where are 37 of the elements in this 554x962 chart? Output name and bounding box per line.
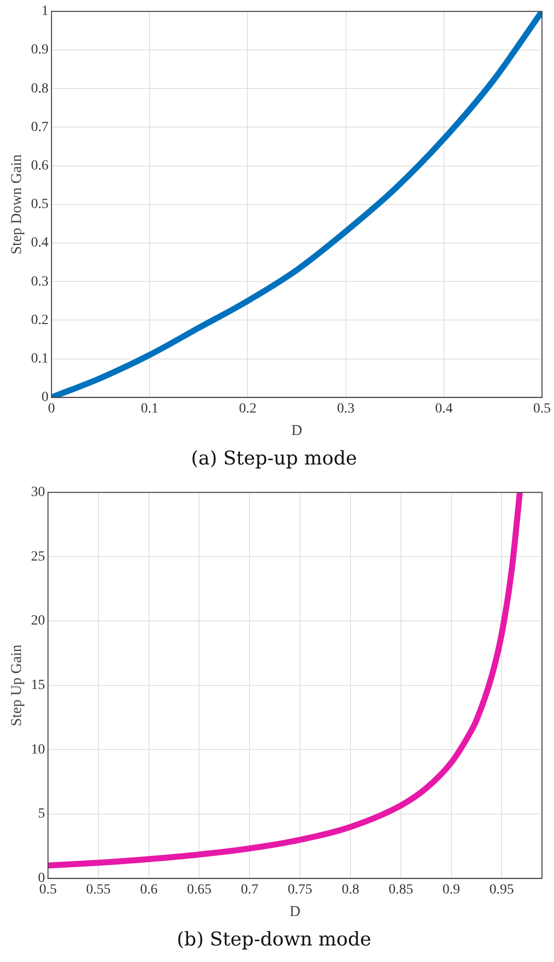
y-tick-label: 0.3 [31, 274, 48, 290]
y-axis-title: Step Up Gain [8, 644, 25, 726]
x-tick-label: 0.2 [238, 401, 256, 416]
y-tick-label: 0.5 [31, 197, 48, 212]
y-tick-label: 0.9 [31, 42, 48, 58]
y-tick-label: 0.4 [31, 236, 48, 251]
x-tick-label: 0.4 [435, 401, 453, 416]
x-tick-label: 0.75 [288, 882, 312, 898]
y-tick-label: 0.2 [31, 312, 48, 328]
y-tick-label: 0.1 [31, 351, 48, 366]
x-tick-label: 0.1 [140, 401, 158, 416]
x-tick-label: 0.3 [337, 401, 355, 416]
x-tick-label: 0.7 [240, 882, 258, 898]
x-tick-label: 0.9 [442, 882, 460, 898]
y-tick-label: 0.8 [31, 81, 48, 96]
x-axis-title: D [290, 904, 301, 920]
y-tick-label: 20 [31, 614, 45, 629]
y-tick-label: 5 [38, 806, 45, 822]
x-tick-label: 0.95 [489, 882, 514, 898]
x-tick-label: 0.55 [86, 882, 111, 898]
y-tick-label: 10 [31, 742, 45, 758]
y-axis-title: Step Down Gain [8, 154, 25, 254]
x-tick-label: 0.6 [140, 882, 158, 898]
x-tick-label: 0.85 [388, 882, 414, 898]
x-axis-title: D [291, 423, 302, 440]
y-tick-label: 0 [42, 390, 48, 406]
y-tick-label: 15 [31, 678, 45, 694]
y-tick-label: 25 [31, 549, 45, 564]
x-tick-label: 0.65 [186, 882, 212, 898]
y-tick-label: 0.6 [31, 158, 48, 174]
text: (b) Step-down mode [176, 928, 372, 951]
y-tick-label: 1 [42, 4, 48, 20]
y-tick-label: 30 [31, 485, 45, 500]
text: (a) Step-up mode [191, 448, 357, 470]
y-tick-label: 0.7 [31, 120, 48, 135]
x-tick-label: 0.5 [533, 401, 551, 416]
x-tick-label: 0.8 [342, 882, 360, 898]
